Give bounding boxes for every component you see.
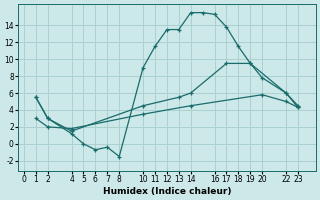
X-axis label: Humidex (Indice chaleur): Humidex (Indice chaleur) xyxy=(103,187,231,196)
